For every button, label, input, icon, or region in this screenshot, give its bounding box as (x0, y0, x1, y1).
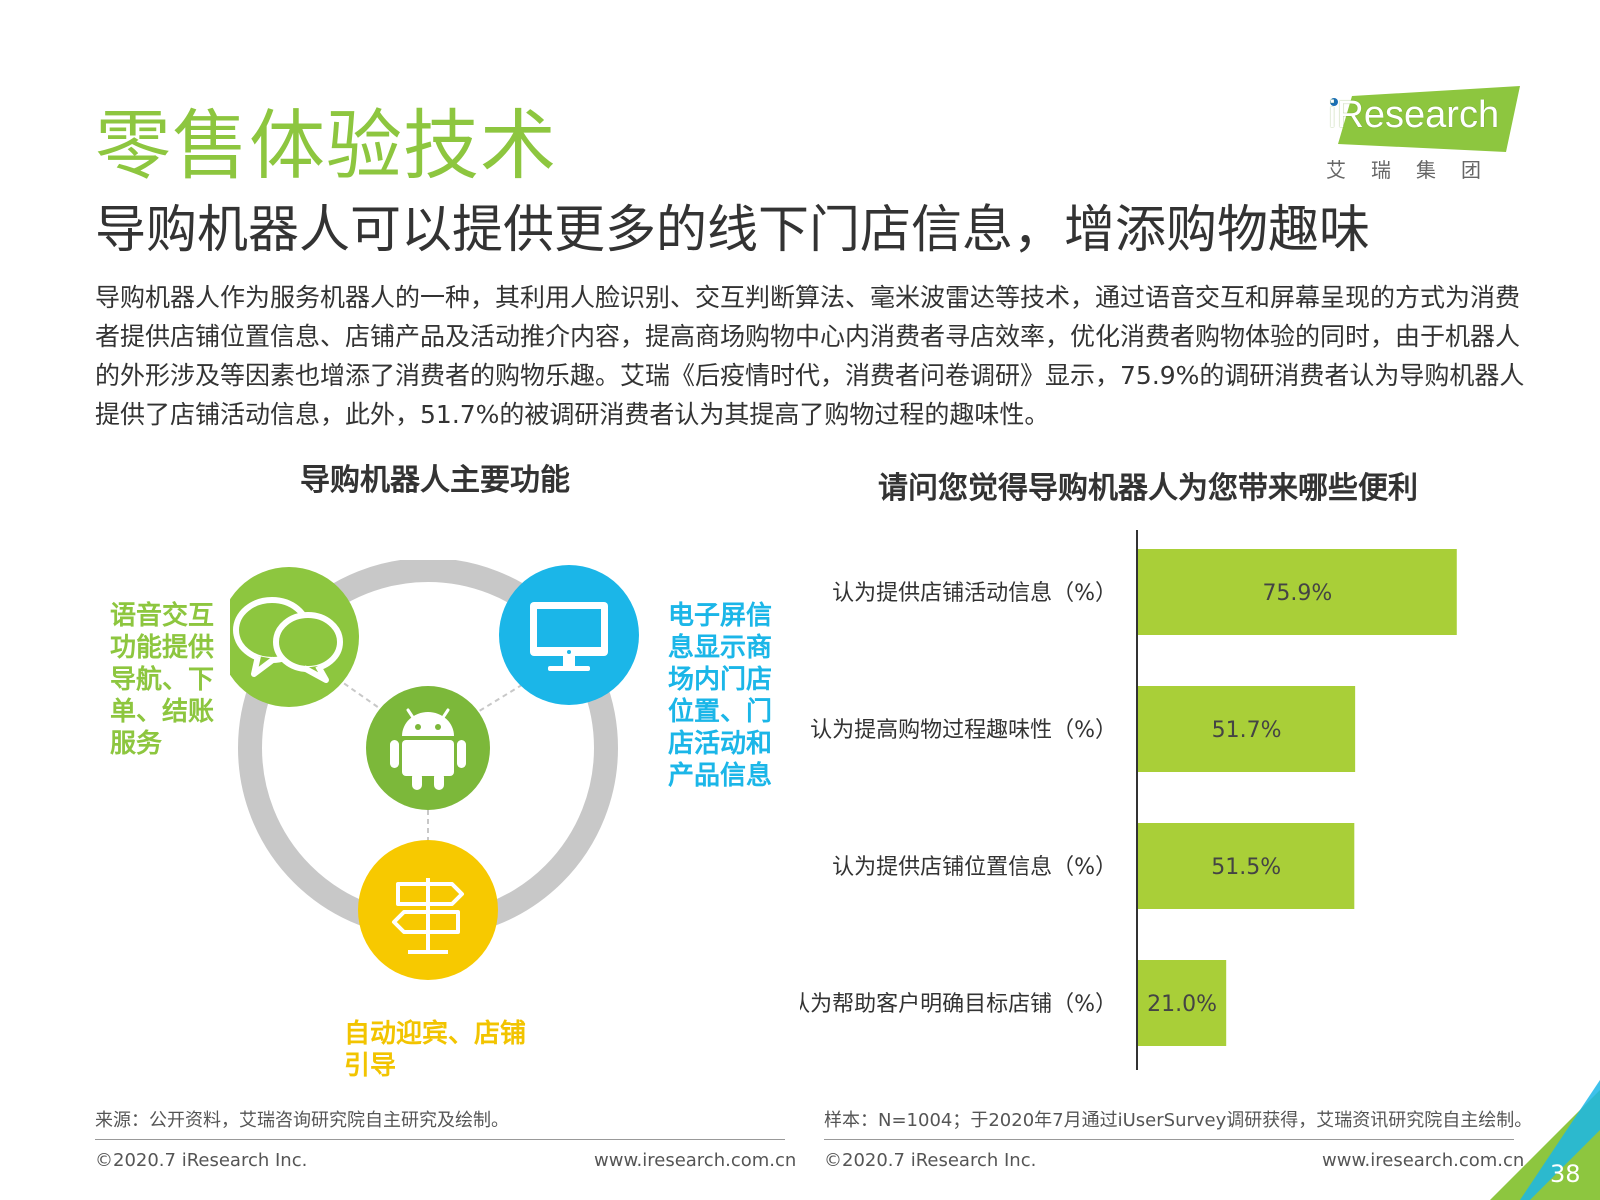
page-number: 38 (1550, 1160, 1581, 1188)
page-title: 零售体验技术 (95, 101, 557, 190)
left-panel-title: 导购机器人主要功能 (300, 463, 570, 498)
site-link-right[interactable]: www.iresearch.com.cn (1322, 1150, 1525, 1171)
site-link-left[interactable]: www.iresearch.com.cn (594, 1150, 797, 1171)
body-paragraph: 导购机器人作为服务机器人的一种，其利用人脸识别、交互判断算法、毫米波雷达等技术，… (95, 283, 1525, 429)
category-label-1: 认为提高购物过程趣味性（%） (810, 718, 1117, 743)
copyright-right: ©2020.7 iResearch Inc. (824, 1150, 1037, 1171)
feature-guide-label: 自动迎宾、店铺引导 (344, 1019, 527, 1081)
bar-1 (1138, 686, 1356, 772)
footer-divider-left (95, 1139, 785, 1140)
footer-divider-right (824, 1139, 1514, 1140)
bar-value-label-0: 75.9% (1262, 581, 1332, 606)
function-diagram (230, 560, 639, 980)
logo-wordmark: iResearch (1328, 94, 1500, 136)
right-source-note: 样本：N=1004；于2020年7月通过iUserSurvey调研获得，艾瑞资讯… (824, 1110, 1533, 1131)
category-label-3: 认为帮助客户明确目标店铺（%） (800, 992, 1117, 1017)
category-label-2: 认为提供店铺位置信息（%） (832, 855, 1117, 880)
left-source-note: 来源：公开资料，艾瑞咨询研究院自主研究及绘制。 (95, 1110, 509, 1131)
feature-screen-label: 电子屏信息显示商场内门店位置、门店活动和产品信息 (668, 601, 773, 791)
logo-banner (1338, 86, 1520, 152)
bar-value-label-1: 51.7% (1212, 718, 1282, 743)
bar-0 (1138, 549, 1457, 635)
right-panel-title: 请问您觉得导购机器人为您带来哪些便利 (878, 471, 1418, 506)
corner-decoration (1490, 1080, 1600, 1200)
page-subtitle: 导购机器人可以提供更多的线下门店信息，增添购物趣味 (95, 201, 1371, 260)
logo-chinese-name: 艾瑞集团 (1326, 158, 1506, 182)
logo-dot-icon (1330, 98, 1338, 106)
android-robot-icon (366, 686, 490, 810)
feature-voice-label: 语音交互功能提供导航、下单、结账服务 (110, 601, 215, 759)
bar-value-label-3: 21.0% (1147, 992, 1217, 1017)
chat-bubbles-icon (230, 567, 359, 707)
bar-value-label-2: 51.5% (1211, 855, 1281, 880)
copyright-left: ©2020.7 iResearch Inc. (95, 1150, 308, 1171)
category-label-0: 认为提供店铺活动信息（%） (832, 581, 1117, 606)
convenience-bar-chart: 75.9% 认为提供店铺活动信息（%） 51.7% 认为提高购物过程趣味性（%） 51.… (800, 530, 1457, 1070)
signpost-icon (358, 840, 498, 980)
bar-3 (1138, 960, 1227, 1046)
bar-2 (1138, 823, 1355, 909)
monitor-icon (499, 565, 639, 705)
